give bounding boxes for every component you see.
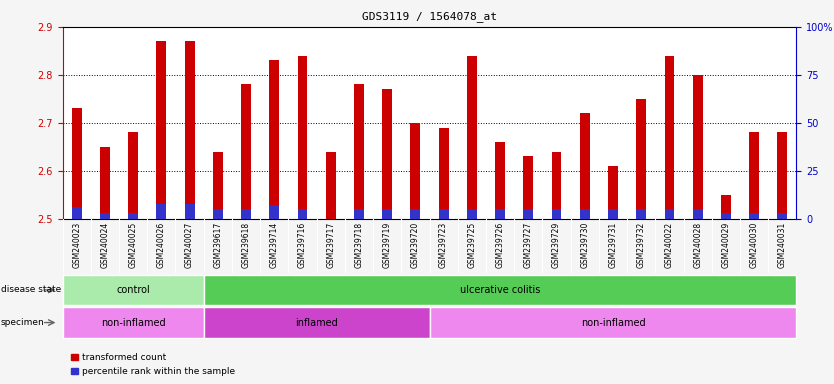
Bar xyxy=(63,275,203,305)
Text: GSM240025: GSM240025 xyxy=(128,222,138,268)
Text: disease state: disease state xyxy=(1,285,61,295)
Bar xyxy=(326,152,335,219)
Text: GSM239720: GSM239720 xyxy=(411,222,420,268)
Bar xyxy=(580,209,590,219)
Bar xyxy=(128,132,138,219)
Text: GSM239729: GSM239729 xyxy=(552,222,561,268)
Text: GSM239718: GSM239718 xyxy=(354,222,364,268)
Bar xyxy=(749,132,759,219)
Text: GSM240030: GSM240030 xyxy=(750,222,759,268)
Bar xyxy=(128,213,138,219)
Bar xyxy=(63,307,203,338)
Bar xyxy=(551,152,561,219)
Text: GSM239730: GSM239730 xyxy=(580,222,590,268)
Bar xyxy=(184,41,194,219)
Bar xyxy=(410,209,420,219)
Bar xyxy=(72,108,82,219)
Bar xyxy=(269,205,279,219)
Bar xyxy=(269,60,279,219)
Bar xyxy=(636,99,646,219)
Bar xyxy=(382,209,392,219)
Bar xyxy=(495,142,505,219)
Bar xyxy=(203,307,430,338)
Bar xyxy=(157,41,166,219)
Text: GSM239617: GSM239617 xyxy=(214,222,223,268)
Text: GSM240027: GSM240027 xyxy=(185,222,194,268)
Text: non-inflamed: non-inflamed xyxy=(580,318,646,328)
Text: GSM239714: GSM239714 xyxy=(269,222,279,268)
Bar xyxy=(524,209,533,219)
Bar xyxy=(467,56,477,219)
Bar xyxy=(430,307,796,338)
Bar xyxy=(354,84,364,219)
Bar xyxy=(608,166,618,219)
Text: GSM239731: GSM239731 xyxy=(609,222,617,268)
Bar xyxy=(213,152,223,219)
Bar xyxy=(100,213,110,219)
Text: inflamed: inflamed xyxy=(295,318,338,328)
Text: ulcerative colitis: ulcerative colitis xyxy=(460,285,540,295)
Bar xyxy=(608,209,618,219)
Bar xyxy=(749,213,759,219)
Bar xyxy=(298,209,308,219)
Bar xyxy=(665,209,675,219)
Text: GSM239717: GSM239717 xyxy=(326,222,335,268)
Bar xyxy=(777,213,787,219)
Bar xyxy=(721,195,731,219)
Bar xyxy=(241,209,251,219)
Text: GSM240029: GSM240029 xyxy=(721,222,731,268)
Text: GSM239732: GSM239732 xyxy=(636,222,646,268)
Text: GSM239726: GSM239726 xyxy=(495,222,505,268)
Bar xyxy=(72,207,82,219)
Bar xyxy=(241,84,251,219)
Text: GSM240022: GSM240022 xyxy=(665,222,674,268)
Text: GSM239727: GSM239727 xyxy=(524,222,533,268)
Bar xyxy=(636,209,646,219)
Text: control: control xyxy=(116,285,150,295)
Bar xyxy=(157,204,166,219)
Bar xyxy=(524,156,533,219)
Bar xyxy=(410,123,420,219)
Text: GSM239618: GSM239618 xyxy=(242,222,250,268)
Bar xyxy=(203,275,796,305)
Bar xyxy=(693,75,702,219)
Bar xyxy=(777,132,787,219)
Legend: transformed count, percentile rank within the sample: transformed count, percentile rank withi… xyxy=(67,350,239,379)
Text: GSM240024: GSM240024 xyxy=(100,222,109,268)
Text: GSM239719: GSM239719 xyxy=(383,222,392,268)
Bar xyxy=(439,209,449,219)
Text: GSM239723: GSM239723 xyxy=(440,222,448,268)
Text: GSM240028: GSM240028 xyxy=(693,222,702,268)
Bar xyxy=(495,209,505,219)
Text: GSM240031: GSM240031 xyxy=(778,222,786,268)
Bar xyxy=(298,56,308,219)
Text: GSM239725: GSM239725 xyxy=(467,222,476,268)
Bar xyxy=(693,209,702,219)
Text: GSM240023: GSM240023 xyxy=(73,222,81,268)
Text: specimen: specimen xyxy=(1,318,44,327)
Text: GSM240026: GSM240026 xyxy=(157,222,166,268)
Bar xyxy=(439,127,449,219)
Text: non-inflamed: non-inflamed xyxy=(101,318,165,328)
Text: GSM239716: GSM239716 xyxy=(298,222,307,268)
Bar xyxy=(100,147,110,219)
Bar xyxy=(382,89,392,219)
Bar xyxy=(184,204,194,219)
Bar xyxy=(580,113,590,219)
Bar xyxy=(721,213,731,219)
Text: GDS3119 / 1564078_at: GDS3119 / 1564078_at xyxy=(362,12,497,22)
Bar xyxy=(665,56,675,219)
Bar xyxy=(551,209,561,219)
Bar xyxy=(213,209,223,219)
Bar xyxy=(467,209,477,219)
Bar xyxy=(354,209,364,219)
